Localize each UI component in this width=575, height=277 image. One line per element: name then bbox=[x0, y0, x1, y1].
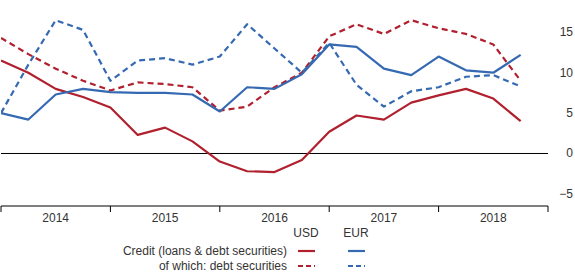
x-tick bbox=[329, 206, 330, 212]
y-tick-label: 5 bbox=[566, 106, 573, 120]
x-tick bbox=[438, 206, 439, 212]
y-tick-label: 15 bbox=[560, 25, 574, 39]
x-tick-label: 2018 bbox=[480, 211, 507, 225]
y-tick-label: 0 bbox=[566, 146, 573, 160]
x-tick-label: 2014 bbox=[42, 211, 69, 225]
legend-header: EUR bbox=[343, 226, 369, 240]
lines bbox=[1, 20, 521, 172]
x-tick bbox=[219, 206, 220, 212]
chart: 15 10 5 0 −5 2014 2015 2016 2017 2018 USD EUR Credit… bbox=[0, 0, 575, 277]
series-line bbox=[1, 44, 521, 119]
x-axis-line bbox=[1, 206, 548, 207]
series-line bbox=[1, 20, 521, 110]
legend-header: USD bbox=[293, 226, 319, 240]
x-tick bbox=[548, 206, 549, 212]
x-tick bbox=[1, 206, 2, 212]
legend-swatch bbox=[348, 265, 365, 267]
series-line bbox=[1, 61, 521, 172]
x-tick bbox=[110, 206, 111, 212]
legend-swatch bbox=[298, 265, 315, 267]
series-line bbox=[1, 20, 521, 113]
y-tick-label: −5 bbox=[559, 187, 573, 201]
x-tick-label: 2015 bbox=[152, 211, 179, 225]
legend-swatch bbox=[298, 250, 315, 252]
legend-label: of which: debt securities bbox=[159, 259, 287, 273]
x-tick-label: 2016 bbox=[261, 211, 288, 225]
y-tick-label: 10 bbox=[560, 66, 574, 80]
x-tick-label: 2017 bbox=[371, 211, 398, 225]
legend-swatch bbox=[348, 250, 365, 252]
zero-line bbox=[1, 153, 548, 154]
legend-label: Credit (loans & debt securities) bbox=[123, 244, 287, 258]
